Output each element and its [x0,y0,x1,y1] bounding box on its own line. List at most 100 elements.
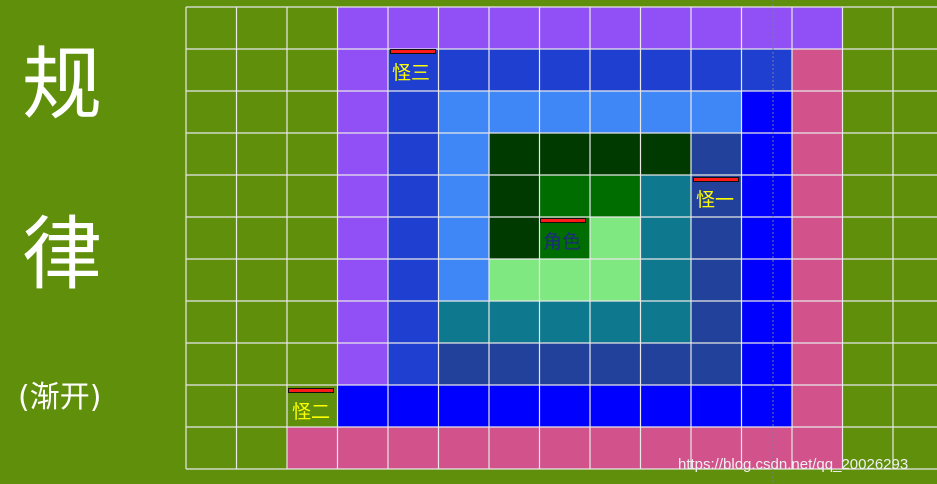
grid-cell [388,49,439,91]
grid-cell [489,301,540,343]
grid-cell [539,7,590,49]
grid-cell [489,7,540,49]
grid-cell [691,259,742,301]
grid-cell [640,133,691,175]
grid-cell [388,259,439,301]
grid-cell [489,217,540,259]
grid-cell [590,49,641,91]
grid-cell [590,385,641,427]
grid-cell [388,427,439,469]
grid-cell [337,385,388,427]
grid-cell [640,259,691,301]
grid-cell [438,385,489,427]
grid-cell [590,133,641,175]
grid-cell [489,175,540,217]
grid-cell [489,133,540,175]
label-role: 角色 [543,231,582,253]
grid-cell [640,427,691,469]
grid-cell [388,343,439,385]
grid-cell [741,7,792,49]
grid-cell [640,301,691,343]
grid-cell [741,301,792,343]
grid-cell [388,217,439,259]
grid-cell [388,7,439,49]
grid-cell [691,385,742,427]
grid-cell [792,175,843,217]
grid-cell [792,133,843,175]
grid-cell [438,301,489,343]
grid-cell [741,91,792,133]
grid-cell [337,7,388,49]
grid-cell [792,49,843,91]
grid-cell [691,133,742,175]
grid-cell [792,385,843,427]
grid-cell [590,7,641,49]
title-char-1: 规 [22,38,102,131]
grid-cell [640,343,691,385]
grid-cell [489,385,540,427]
grid-cell [539,385,590,427]
grid-cell [792,259,843,301]
grid-cell [438,133,489,175]
grid-cell [640,217,691,259]
grid-cell [489,427,540,469]
grid-cell [337,301,388,343]
grid-cell [539,91,590,133]
grid-cell [539,427,590,469]
grid-cell [691,343,742,385]
grid-cell [388,301,439,343]
grid-cell [792,91,843,133]
grid-cell [691,217,742,259]
grid-cell [640,91,691,133]
grid-cell [489,91,540,133]
grid-cell [539,301,590,343]
grid-cell [590,301,641,343]
grid-cell [438,7,489,49]
grid-cell [388,175,439,217]
title-char-2: 律 [22,208,102,301]
grid-cell [640,49,691,91]
grid-cell [388,385,439,427]
grid-cell [691,49,742,91]
grid-cell [337,175,388,217]
grid-cell [590,217,641,259]
grid-cell [337,343,388,385]
grid-cell [741,175,792,217]
grid-cell [337,217,388,259]
grid-cell [741,217,792,259]
grid-cell [741,385,792,427]
grid-cell [539,133,590,175]
grid-cell [489,259,540,301]
grid-cell [438,175,489,217]
grid-cell [337,259,388,301]
hp-bar-monster2 [288,388,334,393]
grid-cell [792,7,843,49]
grid-cell [388,133,439,175]
grid-cell [691,301,742,343]
hp-bar-monster1 [693,177,739,182]
grid-lines [185,6,937,470]
grid-cell [337,133,388,175]
grid-cell [741,259,792,301]
grid-cell [741,427,792,469]
label-monster3: 怪三 [392,62,431,84]
grid-cell [337,49,388,91]
label-monster1: 怪一 [696,189,735,211]
grid-cell [792,427,843,469]
grid-cell [539,217,590,259]
hp-bar-monster3 [390,49,436,54]
grid-cell [287,427,338,469]
grid-cell [539,343,590,385]
grid-cell [691,7,742,49]
grid-cell [337,427,388,469]
grid-cell [792,301,843,343]
subtitle: (渐开) [18,380,102,415]
grid-cell [741,343,792,385]
hp-bar-role [540,218,586,223]
watermark: https://blog.csdn.net/qq_20026293 [678,456,909,473]
grid-cell [741,49,792,91]
grid-cell [741,133,792,175]
label-monster2: 怪二 [292,401,331,423]
grid-cell [691,91,742,133]
